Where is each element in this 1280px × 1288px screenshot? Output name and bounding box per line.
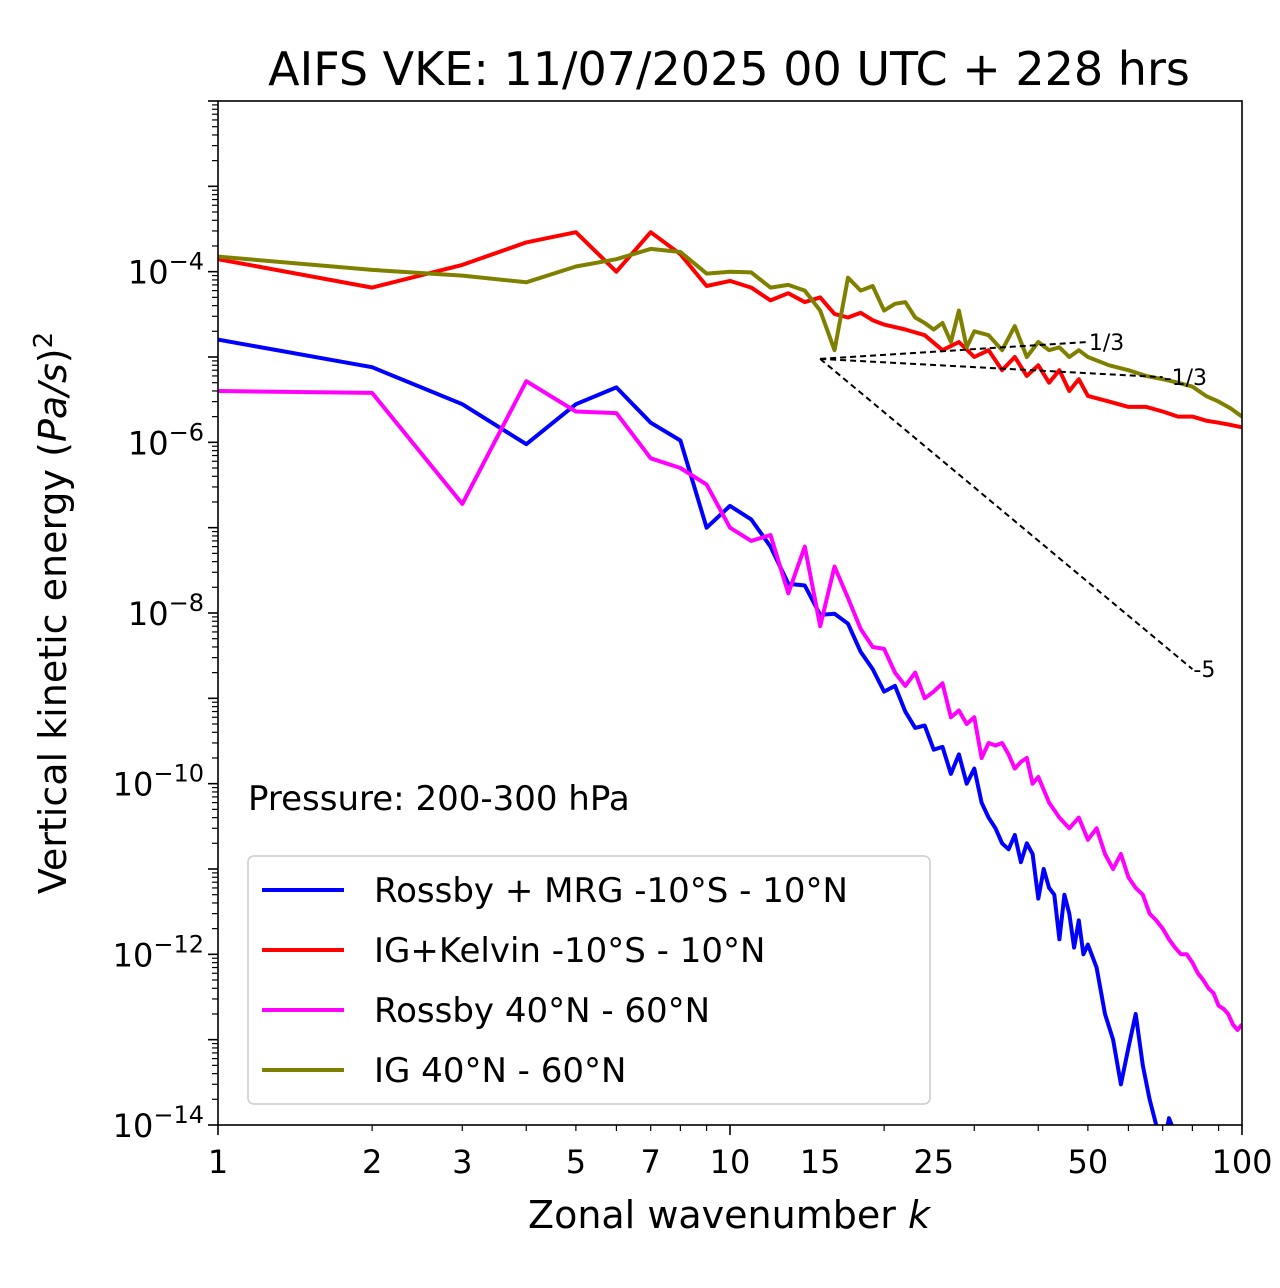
series-line-3 <box>218 379 1242 1032</box>
x-tick-label: 5 <box>566 1143 586 1181</box>
chart-title: AIFS VKE: 11/07/2025 00 UTC + 228 hrs <box>268 42 1190 96</box>
y-tick-label: 10−10 <box>113 760 204 804</box>
y-tick-label: 10−14 <box>113 1101 204 1145</box>
reference-line-2 <box>820 357 1163 379</box>
x-tick-label: 7 <box>641 1143 661 1181</box>
x-tick-label: 50 <box>1068 1143 1109 1181</box>
reference-line-1 <box>820 340 1088 360</box>
legend-label-1: Rossby + MRG -10°S - 10°N <box>374 871 848 911</box>
legend-label-4: IG 40°N - 60°N <box>374 1051 626 1091</box>
pressure-annotation: Pressure: 200-300 hPa <box>248 779 630 819</box>
legend-label-3: Rossby 40°N - 60°N <box>374 991 710 1031</box>
x-tick-label: 10 <box>710 1143 751 1181</box>
x-tick-label: 25 <box>913 1143 954 1181</box>
legend-label-2: IG+Kelvin -10°S - 10°N <box>374 931 765 971</box>
y-tick-label: 10−8 <box>128 589 204 633</box>
reference-label-2: -1/3 <box>1164 366 1207 391</box>
legend: Rossby + MRG -10°S - 10°N IG+Kelvin -10°S… <box>247 855 931 1105</box>
x-tick-label: 2 <box>362 1143 382 1181</box>
x-tick-label: 100 <box>1211 1143 1272 1181</box>
x-tick-label: 3 <box>452 1143 472 1181</box>
y-tick-label: 10−12 <box>113 930 204 974</box>
y-tick-label: 10−6 <box>128 418 204 462</box>
reference-label-3: -5 <box>1193 658 1215 683</box>
reference-label-1: 1/3 <box>1089 331 1124 356</box>
series-line-4 <box>218 246 1242 419</box>
series-line-1 <box>218 337 1174 1125</box>
y-tick-label: 10−4 <box>128 248 204 292</box>
y-axis-ticks: 10−14 10−12 10−10 10−8 10−6 10−4 <box>113 100 218 1145</box>
x-tick-label: 15 <box>800 1143 841 1181</box>
y-axis-label: Vertical kinetic energy (Pa/s)2 <box>29 332 75 894</box>
x-axis-ticks: 1 2 3 5 7 10 15 25 50 100 <box>208 1125 1273 1181</box>
x-tick-label: 1 <box>208 1143 228 1181</box>
legend-box <box>247 855 931 1105</box>
x-axis-label: Zonal wavenumber k <box>528 1193 932 1237</box>
reference-line-3 <box>819 358 1194 670</box>
reference-slope-layer: 1/3 -1/3 -5 <box>819 331 1215 683</box>
